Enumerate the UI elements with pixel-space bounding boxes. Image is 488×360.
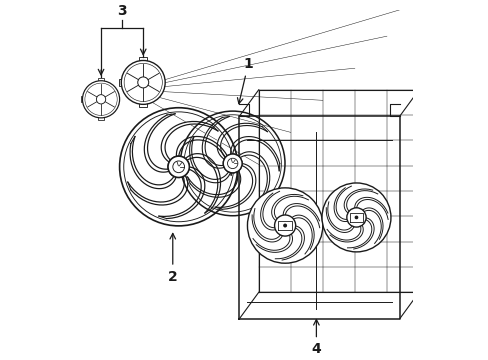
Circle shape <box>346 208 366 227</box>
Polygon shape <box>361 208 382 243</box>
Polygon shape <box>161 121 218 162</box>
Polygon shape <box>275 226 304 260</box>
Circle shape <box>247 188 322 263</box>
Polygon shape <box>325 202 354 233</box>
Polygon shape <box>291 215 313 254</box>
Text: 3: 3 <box>117 4 127 18</box>
Polygon shape <box>187 170 240 197</box>
FancyBboxPatch shape <box>81 96 84 102</box>
Polygon shape <box>326 224 363 242</box>
Polygon shape <box>354 197 387 220</box>
Polygon shape <box>260 191 279 230</box>
Polygon shape <box>130 136 176 189</box>
Polygon shape <box>347 218 373 249</box>
Text: 2: 2 <box>167 233 177 284</box>
Circle shape <box>138 77 148 88</box>
Circle shape <box>82 81 120 118</box>
Circle shape <box>121 60 165 104</box>
FancyBboxPatch shape <box>139 57 147 62</box>
Polygon shape <box>189 136 230 183</box>
Polygon shape <box>176 136 231 175</box>
Polygon shape <box>127 175 187 205</box>
Polygon shape <box>333 186 351 221</box>
Polygon shape <box>283 203 319 228</box>
Polygon shape <box>271 194 308 221</box>
Polygon shape <box>238 152 269 204</box>
FancyBboxPatch shape <box>139 103 147 107</box>
Circle shape <box>355 216 357 219</box>
Polygon shape <box>184 154 220 213</box>
Polygon shape <box>202 116 229 168</box>
FancyBboxPatch shape <box>98 78 104 82</box>
Polygon shape <box>344 189 377 213</box>
Polygon shape <box>252 233 292 252</box>
Circle shape <box>168 156 189 177</box>
Circle shape <box>274 215 295 236</box>
FancyBboxPatch shape <box>119 79 123 86</box>
FancyBboxPatch shape <box>98 116 104 121</box>
Polygon shape <box>217 123 267 159</box>
Text: 4: 4 <box>311 319 321 356</box>
Circle shape <box>284 224 286 227</box>
Circle shape <box>223 154 242 173</box>
Polygon shape <box>252 208 282 242</box>
Circle shape <box>96 95 105 104</box>
Polygon shape <box>230 136 279 171</box>
Circle shape <box>321 183 390 252</box>
Polygon shape <box>159 167 204 219</box>
Polygon shape <box>144 114 175 172</box>
Text: 1: 1 <box>237 57 253 104</box>
Polygon shape <box>215 163 255 209</box>
